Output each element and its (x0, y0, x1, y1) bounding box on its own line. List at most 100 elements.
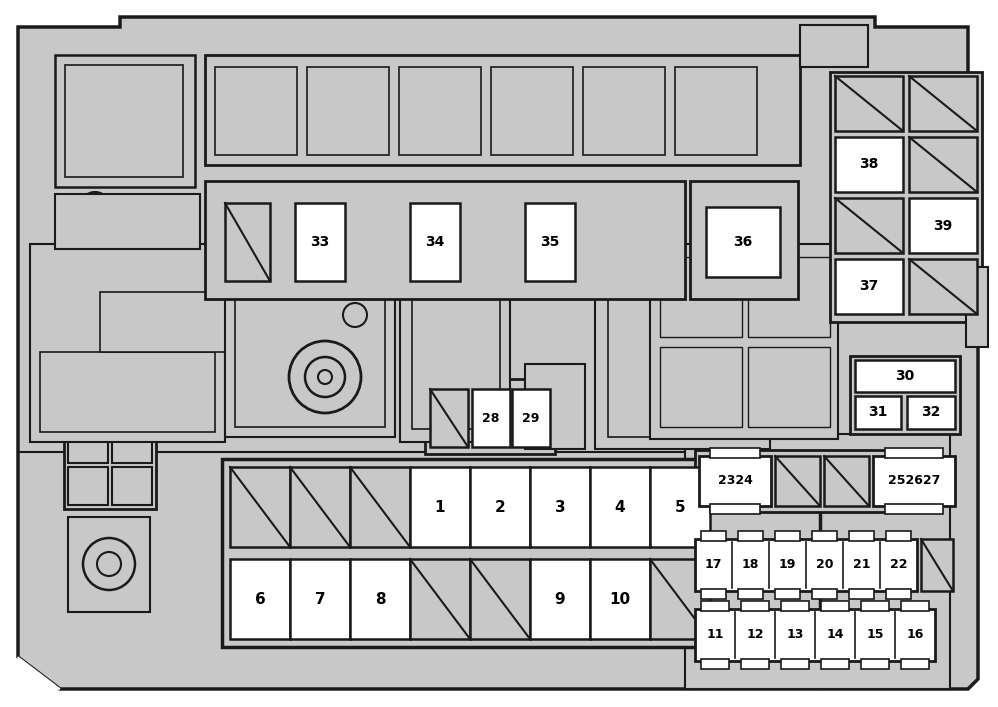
Bar (909, 137, 977, 192)
Polygon shape (18, 17, 978, 689)
Bar (225, 203, 270, 281)
Bar (650, 559, 710, 639)
Bar (273, 314, 378, 429)
Text: 9: 9 (555, 592, 565, 607)
Bar (410, 203, 460, 281)
Bar (966, 267, 988, 347)
Bar (909, 76, 977, 131)
Bar (650, 244, 838, 439)
Bar (470, 559, 530, 639)
Bar (491, 67, 573, 155)
Bar (583, 67, 665, 155)
Text: 36: 36 (734, 235, 752, 249)
Bar (530, 559, 590, 639)
Bar (701, 601, 729, 611)
Bar (848, 531, 874, 541)
Bar (821, 659, 849, 669)
Bar (410, 467, 470, 547)
Circle shape (318, 370, 332, 384)
Bar (748, 347, 830, 427)
Bar (650, 467, 710, 547)
Bar (811, 589, 837, 599)
Bar (100, 292, 225, 352)
Polygon shape (18, 657, 60, 689)
Bar (350, 467, 410, 547)
Bar (921, 539, 953, 591)
Text: 17: 17 (705, 559, 723, 571)
Bar (608, 257, 758, 437)
Bar (350, 559, 410, 639)
Bar (205, 55, 800, 165)
Bar (701, 659, 729, 669)
Bar (781, 659, 809, 669)
Text: 2: 2 (495, 500, 505, 515)
Bar (774, 531, 800, 541)
Text: 32: 32 (921, 406, 941, 419)
Text: 8: 8 (374, 592, 385, 607)
Circle shape (83, 538, 135, 590)
Text: 12: 12 (747, 629, 763, 641)
Bar (410, 559, 470, 639)
Text: 29: 29 (522, 411, 540, 424)
Bar (595, 249, 770, 449)
Bar (590, 467, 650, 547)
Bar (835, 76, 903, 131)
Circle shape (289, 341, 361, 413)
Bar (112, 467, 152, 505)
Circle shape (97, 552, 121, 576)
Bar (399, 67, 481, 155)
Bar (307, 67, 389, 155)
Bar (65, 65, 183, 177)
Circle shape (343, 303, 367, 327)
Bar (225, 282, 395, 437)
Bar (835, 198, 903, 253)
Bar (400, 287, 510, 442)
Bar (55, 55, 195, 187)
Bar (741, 601, 769, 611)
Text: 28: 28 (482, 411, 500, 424)
Text: 18: 18 (742, 559, 759, 571)
Text: 7: 7 (314, 592, 325, 607)
Text: 22: 22 (890, 559, 907, 571)
Bar (472, 389, 510, 447)
Bar (885, 531, 911, 541)
Bar (873, 456, 955, 506)
Bar (530, 467, 590, 547)
Text: 10: 10 (610, 592, 631, 607)
Bar (695, 539, 917, 591)
Bar (855, 396, 901, 429)
Bar (861, 601, 889, 611)
Bar (295, 203, 345, 281)
Bar (230, 559, 290, 639)
Bar (525, 203, 575, 281)
Bar (222, 459, 820, 647)
Bar (835, 259, 903, 314)
Text: 38: 38 (859, 158, 878, 172)
Bar (811, 531, 837, 541)
Bar (861, 659, 889, 669)
Text: 16: 16 (906, 629, 924, 641)
Bar (30, 244, 225, 442)
Bar (701, 589, 727, 599)
Text: 11: 11 (707, 629, 724, 641)
Text: 30: 30 (895, 369, 914, 383)
Bar (710, 504, 760, 514)
Bar (909, 198, 977, 253)
Bar (205, 181, 685, 299)
Bar (909, 259, 977, 314)
Bar (855, 360, 955, 392)
Text: 252627: 252627 (888, 474, 940, 488)
Bar (290, 467, 350, 547)
Text: 35: 35 (540, 235, 560, 249)
Bar (112, 425, 152, 463)
Bar (525, 364, 585, 449)
Bar (901, 601, 929, 611)
Bar (68, 467, 108, 505)
Bar (68, 517, 150, 612)
Bar (781, 601, 809, 611)
Bar (748, 257, 830, 337)
Bar (850, 356, 960, 434)
Bar (430, 389, 468, 447)
Bar (660, 347, 742, 427)
Bar (290, 559, 350, 639)
